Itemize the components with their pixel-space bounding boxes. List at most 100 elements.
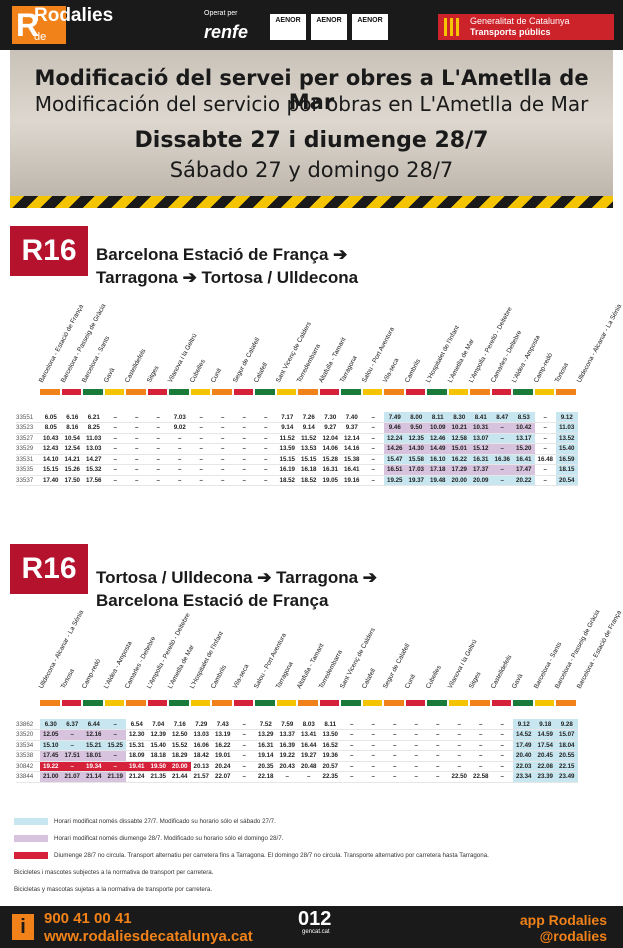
time-cell: – [212, 433, 234, 444]
time-cell: 8.41 [470, 412, 492, 423]
table-row: 33862 6.30 6.37 6.44–6.54 7.04 7.16 7.29 7.43–7… [16, 719, 578, 730]
time-cell: – [362, 740, 384, 751]
phone-number[interactable]: 900 41 00 41 [44, 910, 132, 927]
legend-swatch [14, 852, 48, 859]
time-cell: – [534, 433, 556, 444]
time-cell: 8.11 [319, 719, 341, 730]
time-cell: 16.31 [470, 454, 492, 465]
time-cell: 16.22 [448, 454, 470, 465]
service-bar [427, 389, 447, 395]
time-cell: 22.07 [212, 771, 234, 783]
time-cell: 22.58 [470, 771, 492, 783]
time-cell: 14.52 [513, 729, 535, 741]
time-cell: 16.59 [556, 454, 578, 465]
time-cell: 12.05 [40, 729, 62, 741]
time-cell: – [169, 464, 191, 476]
time-cell: 22.50 [448, 771, 470, 783]
service-bar [169, 389, 189, 395]
time-cell: – [427, 750, 449, 762]
time-cell: – [233, 729, 255, 741]
time-cell: 13.52 [556, 433, 578, 444]
train-number: 33529 [16, 443, 40, 455]
time-cell: – [491, 740, 513, 751]
time-cell: – [534, 464, 556, 476]
legend-item: Diumenge 28/7 no circula. Transport alte… [14, 852, 489, 859]
time-cell: 6.05 [40, 412, 62, 423]
time-cell: 20.35 [255, 761, 277, 772]
time-cell: – [212, 443, 234, 455]
time-cell: – [126, 412, 148, 423]
service-bar [341, 700, 361, 706]
time-cell: 15.10 [40, 740, 62, 751]
time-cell: 14.30 [405, 443, 427, 455]
twitter-link[interactable]: @rodalies [539, 928, 607, 944]
table-row: 33537 17.40 17.50 17.56– – – – – – – –18.52 18.52 19… [16, 475, 578, 486]
station-name: Camp-redó [532, 352, 554, 384]
time-cell: – [169, 443, 191, 455]
service-bar [513, 389, 533, 395]
time-cell: – [126, 433, 148, 444]
time-cell: 21.24 [126, 771, 148, 783]
station-name: Castelldefels [123, 347, 148, 384]
table-row: 33523 8.05 8.16 8.25– – –9.02– – – –9.14 9.14 9.27… [16, 422, 578, 434]
time-cell: – [491, 719, 513, 730]
time-cell: 9.14 [276, 422, 298, 434]
station-name: L'Ampolla - Perelló - Deltebre [467, 305, 514, 384]
service-bar [491, 389, 511, 395]
route-line-2: Barcelona Estació de França [96, 591, 329, 610]
time-cell: 17.50 [61, 475, 83, 486]
time-cell: 18.42 [190, 750, 212, 762]
time-cell: 7.29 [190, 719, 212, 730]
notice-banner: Modificació del servei per obres a L'Ame… [10, 50, 613, 208]
time-cell: 20.45 [534, 750, 556, 762]
time-cell: 13.17 [513, 433, 535, 444]
phone-012[interactable]: 012 [298, 908, 332, 930]
time-cell: – [448, 719, 470, 730]
service-bar [147, 389, 167, 395]
time-cell: 8.00 [405, 412, 427, 423]
aenor-badge: AENOR [352, 14, 388, 40]
time-cell: – [212, 422, 234, 434]
dates-catalan: Dissabte 27 i diumenge 28/7 [134, 128, 489, 153]
website-link[interactable]: www.rodaliesdecatalunya.cat [44, 928, 253, 945]
time-cell: 13.50 [319, 729, 341, 741]
time-cell: – [104, 750, 126, 762]
time-cell: 12.46 [427, 433, 449, 444]
time-cell: 11.52 [298, 433, 320, 444]
time-cell: – [255, 443, 277, 455]
train-number: 33538 [16, 750, 40, 762]
app-link[interactable]: app Rodalies [519, 912, 607, 928]
time-cell: 19.22 [40, 761, 62, 772]
time-cell: 8.03 [298, 719, 320, 730]
time-cell: – [384, 719, 406, 730]
service-bar [319, 389, 339, 395]
table-row: 33534 15.10–15.21 15.25 15.31 15.40 15.52 16.0… [16, 740, 578, 751]
time-cell: – [104, 443, 126, 455]
train-number: 33862 [16, 719, 40, 730]
time-cell: 22.08 [534, 761, 556, 772]
gencat-line-2: Transports públics [470, 27, 551, 37]
time-cell: 20.57 [319, 761, 341, 772]
service-bar [83, 700, 103, 706]
time-cell: 16.31 [255, 740, 277, 751]
time-cell: – [362, 464, 384, 476]
table-row: 33527 10.43 10.54 11.03– – – – – – – –11.52 11.52 12… [16, 433, 578, 444]
table-row: 33551 6.05 6.16 6.21– – –7.03– – – –7.17 7.26 7.30… [16, 412, 578, 423]
time-cell: – [384, 761, 406, 772]
time-cell: 7.49 [384, 412, 406, 423]
time-cell: – [255, 412, 277, 423]
time-cell: – [491, 729, 513, 741]
time-cell: – [104, 412, 126, 423]
time-cell: – [362, 422, 384, 434]
time-cell: 19.27 [298, 750, 320, 762]
time-cell: 12.24 [384, 433, 406, 444]
gencat-link: gencat.cat [302, 929, 330, 935]
time-cell: – [126, 443, 148, 455]
legend-item: Horari modificat només diumenge 28/7. Mo… [14, 835, 283, 842]
time-cell: 19.25 [384, 475, 406, 486]
time-cell: 10.42 [513, 422, 535, 434]
time-cell: 17.18 [427, 464, 449, 476]
time-cell: 9.18 [534, 719, 556, 730]
time-cell: 15.15 [276, 454, 298, 465]
time-cell: – [190, 443, 212, 455]
